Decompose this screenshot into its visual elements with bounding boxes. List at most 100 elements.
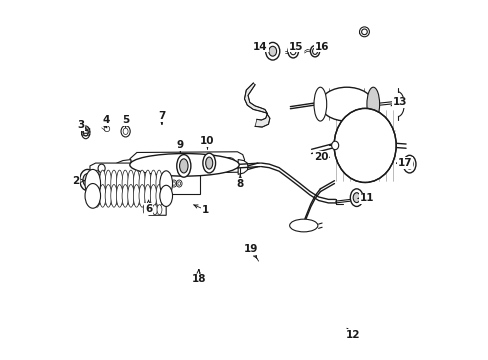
Ellipse shape — [361, 29, 366, 35]
Ellipse shape — [178, 182, 180, 185]
Ellipse shape — [172, 182, 175, 185]
Ellipse shape — [331, 141, 338, 150]
Ellipse shape — [139, 185, 145, 207]
Text: 10: 10 — [200, 136, 214, 146]
Ellipse shape — [111, 170, 117, 197]
Ellipse shape — [85, 170, 101, 198]
Ellipse shape — [171, 180, 176, 187]
Ellipse shape — [83, 174, 92, 186]
Ellipse shape — [144, 170, 151, 197]
Text: 18: 18 — [191, 274, 205, 284]
Text: 7: 7 — [158, 112, 165, 121]
Polygon shape — [90, 163, 166, 204]
Ellipse shape — [83, 129, 88, 136]
Ellipse shape — [105, 170, 111, 197]
Ellipse shape — [156, 185, 162, 207]
Ellipse shape — [222, 157, 235, 166]
Ellipse shape — [127, 185, 134, 207]
Ellipse shape — [99, 170, 105, 197]
Ellipse shape — [313, 87, 326, 121]
Ellipse shape — [127, 170, 134, 197]
Ellipse shape — [122, 170, 128, 197]
Ellipse shape — [116, 170, 122, 197]
Ellipse shape — [144, 164, 148, 168]
Ellipse shape — [94, 185, 100, 207]
Text: 9: 9 — [176, 140, 183, 150]
Ellipse shape — [151, 158, 164, 167]
Text: 8: 8 — [236, 179, 244, 189]
Text: 14: 14 — [253, 42, 267, 51]
Ellipse shape — [123, 128, 128, 135]
Ellipse shape — [133, 170, 140, 197]
Ellipse shape — [160, 171, 172, 196]
Ellipse shape — [403, 155, 415, 173]
Ellipse shape — [333, 108, 395, 183]
Ellipse shape — [174, 158, 187, 167]
Ellipse shape — [111, 185, 117, 207]
Ellipse shape — [157, 205, 162, 215]
Ellipse shape — [105, 185, 111, 207]
Ellipse shape — [203, 153, 215, 173]
Text: 17: 17 — [397, 158, 411, 168]
Ellipse shape — [121, 126, 130, 137]
Ellipse shape — [116, 185, 122, 207]
Ellipse shape — [290, 48, 295, 55]
Ellipse shape — [99, 185, 105, 207]
Polygon shape — [143, 204, 166, 215]
Text: 16: 16 — [314, 42, 329, 51]
Text: 6: 6 — [144, 204, 152, 214]
Text: 11: 11 — [359, 193, 374, 203]
Ellipse shape — [85, 184, 101, 208]
Ellipse shape — [366, 87, 379, 121]
Ellipse shape — [176, 154, 190, 177]
Text: 13: 13 — [392, 98, 406, 107]
Ellipse shape — [268, 46, 276, 56]
Ellipse shape — [81, 126, 90, 139]
Ellipse shape — [142, 157, 150, 164]
Text: 3: 3 — [77, 120, 84, 130]
Ellipse shape — [205, 157, 212, 169]
Ellipse shape — [147, 205, 152, 215]
Ellipse shape — [150, 170, 156, 197]
Text: 20: 20 — [313, 152, 328, 162]
Ellipse shape — [359, 27, 368, 37]
Ellipse shape — [179, 159, 188, 173]
Ellipse shape — [312, 48, 317, 54]
Ellipse shape — [176, 180, 182, 187]
Polygon shape — [238, 159, 247, 174]
Ellipse shape — [122, 185, 128, 207]
Ellipse shape — [295, 222, 311, 229]
Ellipse shape — [80, 170, 95, 190]
Ellipse shape — [156, 170, 162, 197]
Ellipse shape — [139, 170, 145, 197]
Polygon shape — [113, 159, 131, 177]
Ellipse shape — [320, 87, 372, 121]
Polygon shape — [130, 152, 244, 174]
Text: 5: 5 — [122, 115, 129, 125]
Ellipse shape — [130, 153, 239, 176]
Ellipse shape — [352, 193, 360, 203]
Ellipse shape — [150, 185, 156, 207]
Ellipse shape — [265, 42, 279, 60]
Ellipse shape — [143, 205, 148, 215]
Ellipse shape — [289, 219, 317, 232]
Ellipse shape — [160, 185, 172, 207]
Text: 15: 15 — [288, 42, 302, 51]
Ellipse shape — [310, 46, 319, 57]
Text: 1: 1 — [202, 205, 209, 215]
Ellipse shape — [202, 159, 212, 166]
Ellipse shape — [287, 45, 298, 58]
Text: 2: 2 — [72, 176, 80, 186]
Bar — [166, 162, 200, 194]
Ellipse shape — [349, 189, 362, 207]
Text: 4: 4 — [102, 115, 110, 125]
Ellipse shape — [144, 185, 151, 207]
Text: 19: 19 — [243, 244, 258, 254]
Ellipse shape — [98, 164, 105, 172]
Ellipse shape — [133, 185, 140, 207]
Text: 12: 12 — [345, 329, 360, 339]
Ellipse shape — [405, 159, 412, 169]
Ellipse shape — [94, 170, 100, 197]
Ellipse shape — [152, 205, 157, 215]
Polygon shape — [244, 83, 269, 127]
